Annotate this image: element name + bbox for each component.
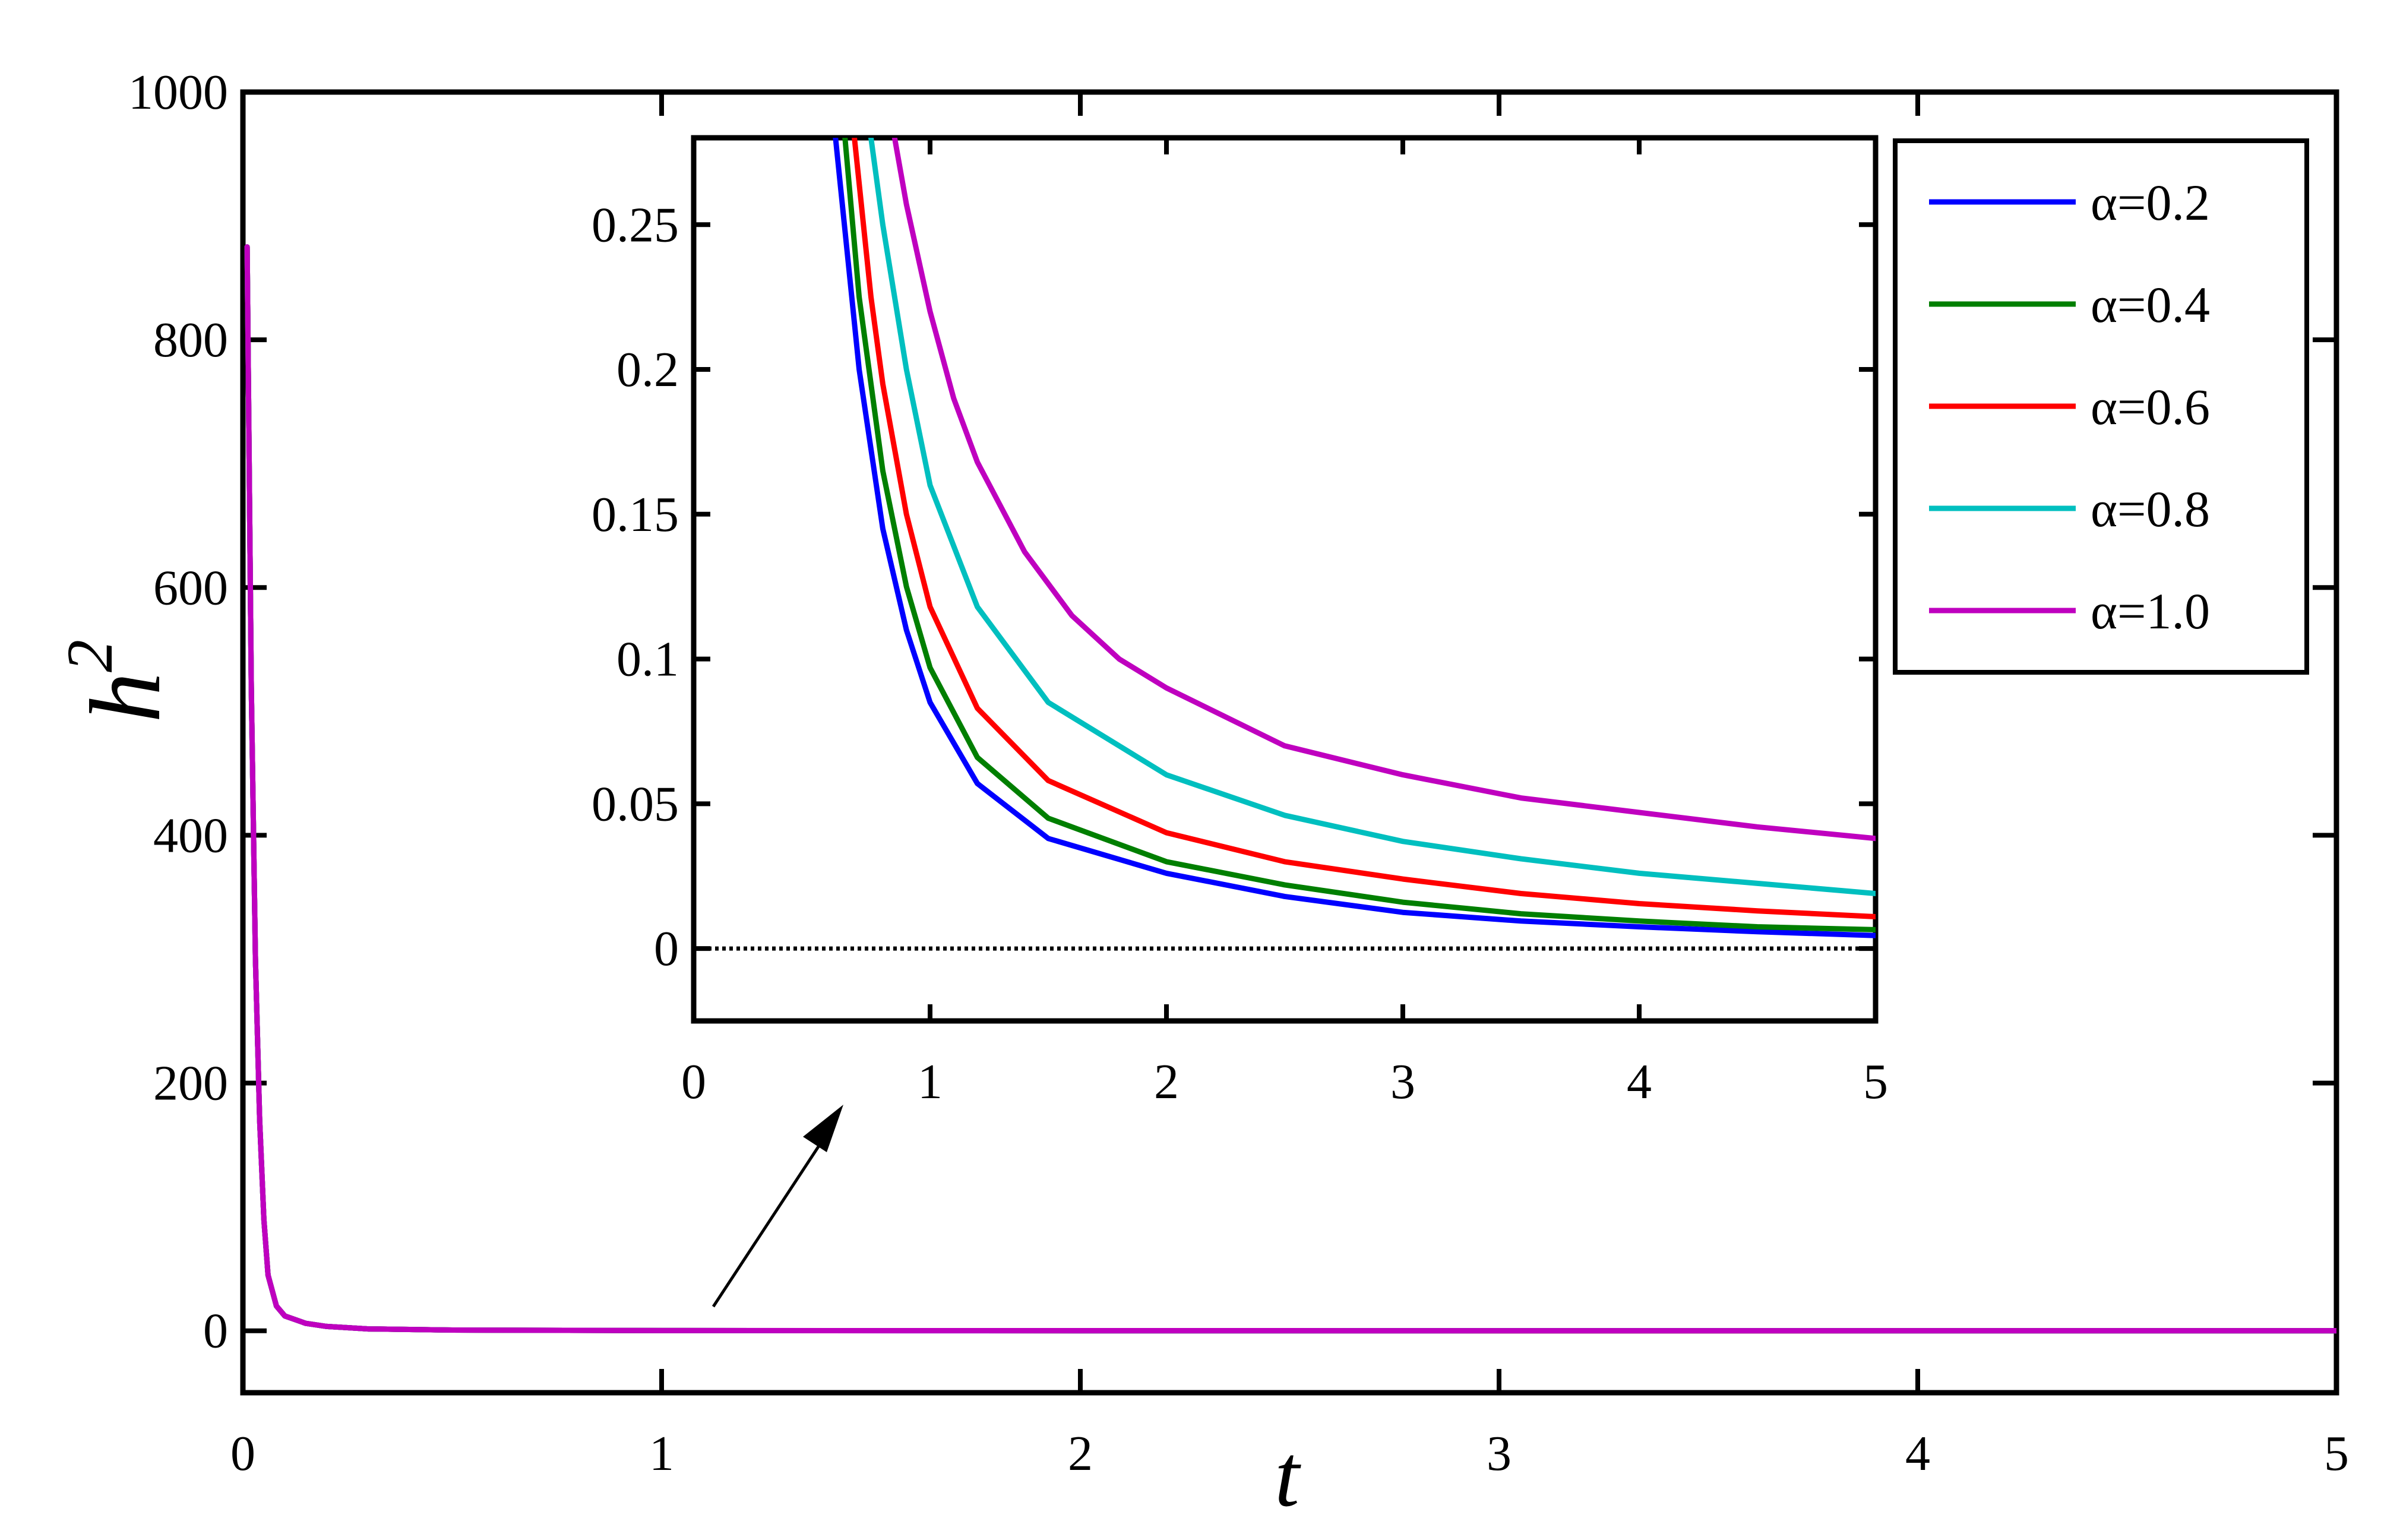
inset-plot-area xyxy=(694,138,1876,951)
y-axis-title-base: h xyxy=(69,672,181,723)
inset-series-line-1 xyxy=(833,138,1876,938)
main-plot-area xyxy=(244,244,2336,1334)
y-axis-title-superscript: 2 xyxy=(53,640,126,672)
main-x-tick-label: 0 xyxy=(230,1426,255,1481)
main-x-tick-label: 4 xyxy=(1905,1426,1930,1481)
inset-x-tick-label: 2 xyxy=(1154,1054,1179,1109)
inset-y-tick-label: 0.25 xyxy=(592,197,679,252)
inset-series-line-3 xyxy=(852,138,1876,919)
main-frame xyxy=(240,89,2339,1396)
inset-series-line-5 xyxy=(891,138,1876,842)
main-y-tick-label: 600 xyxy=(153,560,228,615)
main-x-axis-title: t xyxy=(1275,1427,1301,1525)
legend-label-5: α=1.0 xyxy=(2091,583,2210,640)
main-x-tick-label: 1 xyxy=(649,1426,674,1481)
main-x-tick-label: 5 xyxy=(2324,1426,2349,1481)
main-x-tick-label: 3 xyxy=(1487,1426,1512,1481)
inset-y-tick-label: 0.15 xyxy=(592,487,679,542)
inset-axes: 0 1 2 3 4 5 0 0.05 0.1 0.15 0.2 0.25 xyxy=(592,135,1888,1109)
inset-frame xyxy=(691,135,1879,1024)
inset-x-tick-label: 4 xyxy=(1627,1054,1652,1109)
main-y-tick-label: 1000 xyxy=(128,65,228,120)
legend-label-1: α=0.2 xyxy=(2091,174,2210,231)
svg-text:h2: h2 xyxy=(53,640,181,723)
main-y-tick-label: 0 xyxy=(203,1304,228,1359)
inset-y-tick-label: 0.2 xyxy=(616,342,679,397)
inset-x-tick-label: 5 xyxy=(1863,1054,1888,1109)
inset-series-line-2 xyxy=(842,138,1876,932)
legend: α=0.2 α=0.4 α=0.6 α=0.8 α=1.0 xyxy=(1893,138,2309,675)
inset-y-tick-label: 0.1 xyxy=(616,632,679,687)
inset-x-tick-label: 3 xyxy=(1390,1054,1415,1109)
inset-x-tick-label: 0 xyxy=(681,1054,706,1109)
main-y-tick-label: 200 xyxy=(153,1056,228,1111)
legend-label-3: α=0.6 xyxy=(2091,378,2210,435)
main-series-line-5 xyxy=(244,244,2336,1334)
inset-x-tick-label: 1 xyxy=(918,1054,943,1109)
inset-chart: 0 1 2 3 4 5 0 0.05 0.1 0.15 0.2 0.25 xyxy=(592,135,1888,1109)
inset-y-tick-label: 0.05 xyxy=(592,776,679,831)
inset-series-line-4 xyxy=(868,138,1876,896)
inset-y-tick-label: 0 xyxy=(654,921,679,976)
main-y-axis-title: h2 xyxy=(53,640,181,723)
main-x-tick-label: 2 xyxy=(1068,1426,1093,1481)
main-y-tick-label: 800 xyxy=(153,312,228,368)
zoom-arrow xyxy=(712,1105,843,1308)
legend-label-4: α=0.8 xyxy=(2091,480,2210,537)
legend-label-2: α=0.4 xyxy=(2091,276,2210,333)
main-y-tick-label: 400 xyxy=(153,808,228,863)
